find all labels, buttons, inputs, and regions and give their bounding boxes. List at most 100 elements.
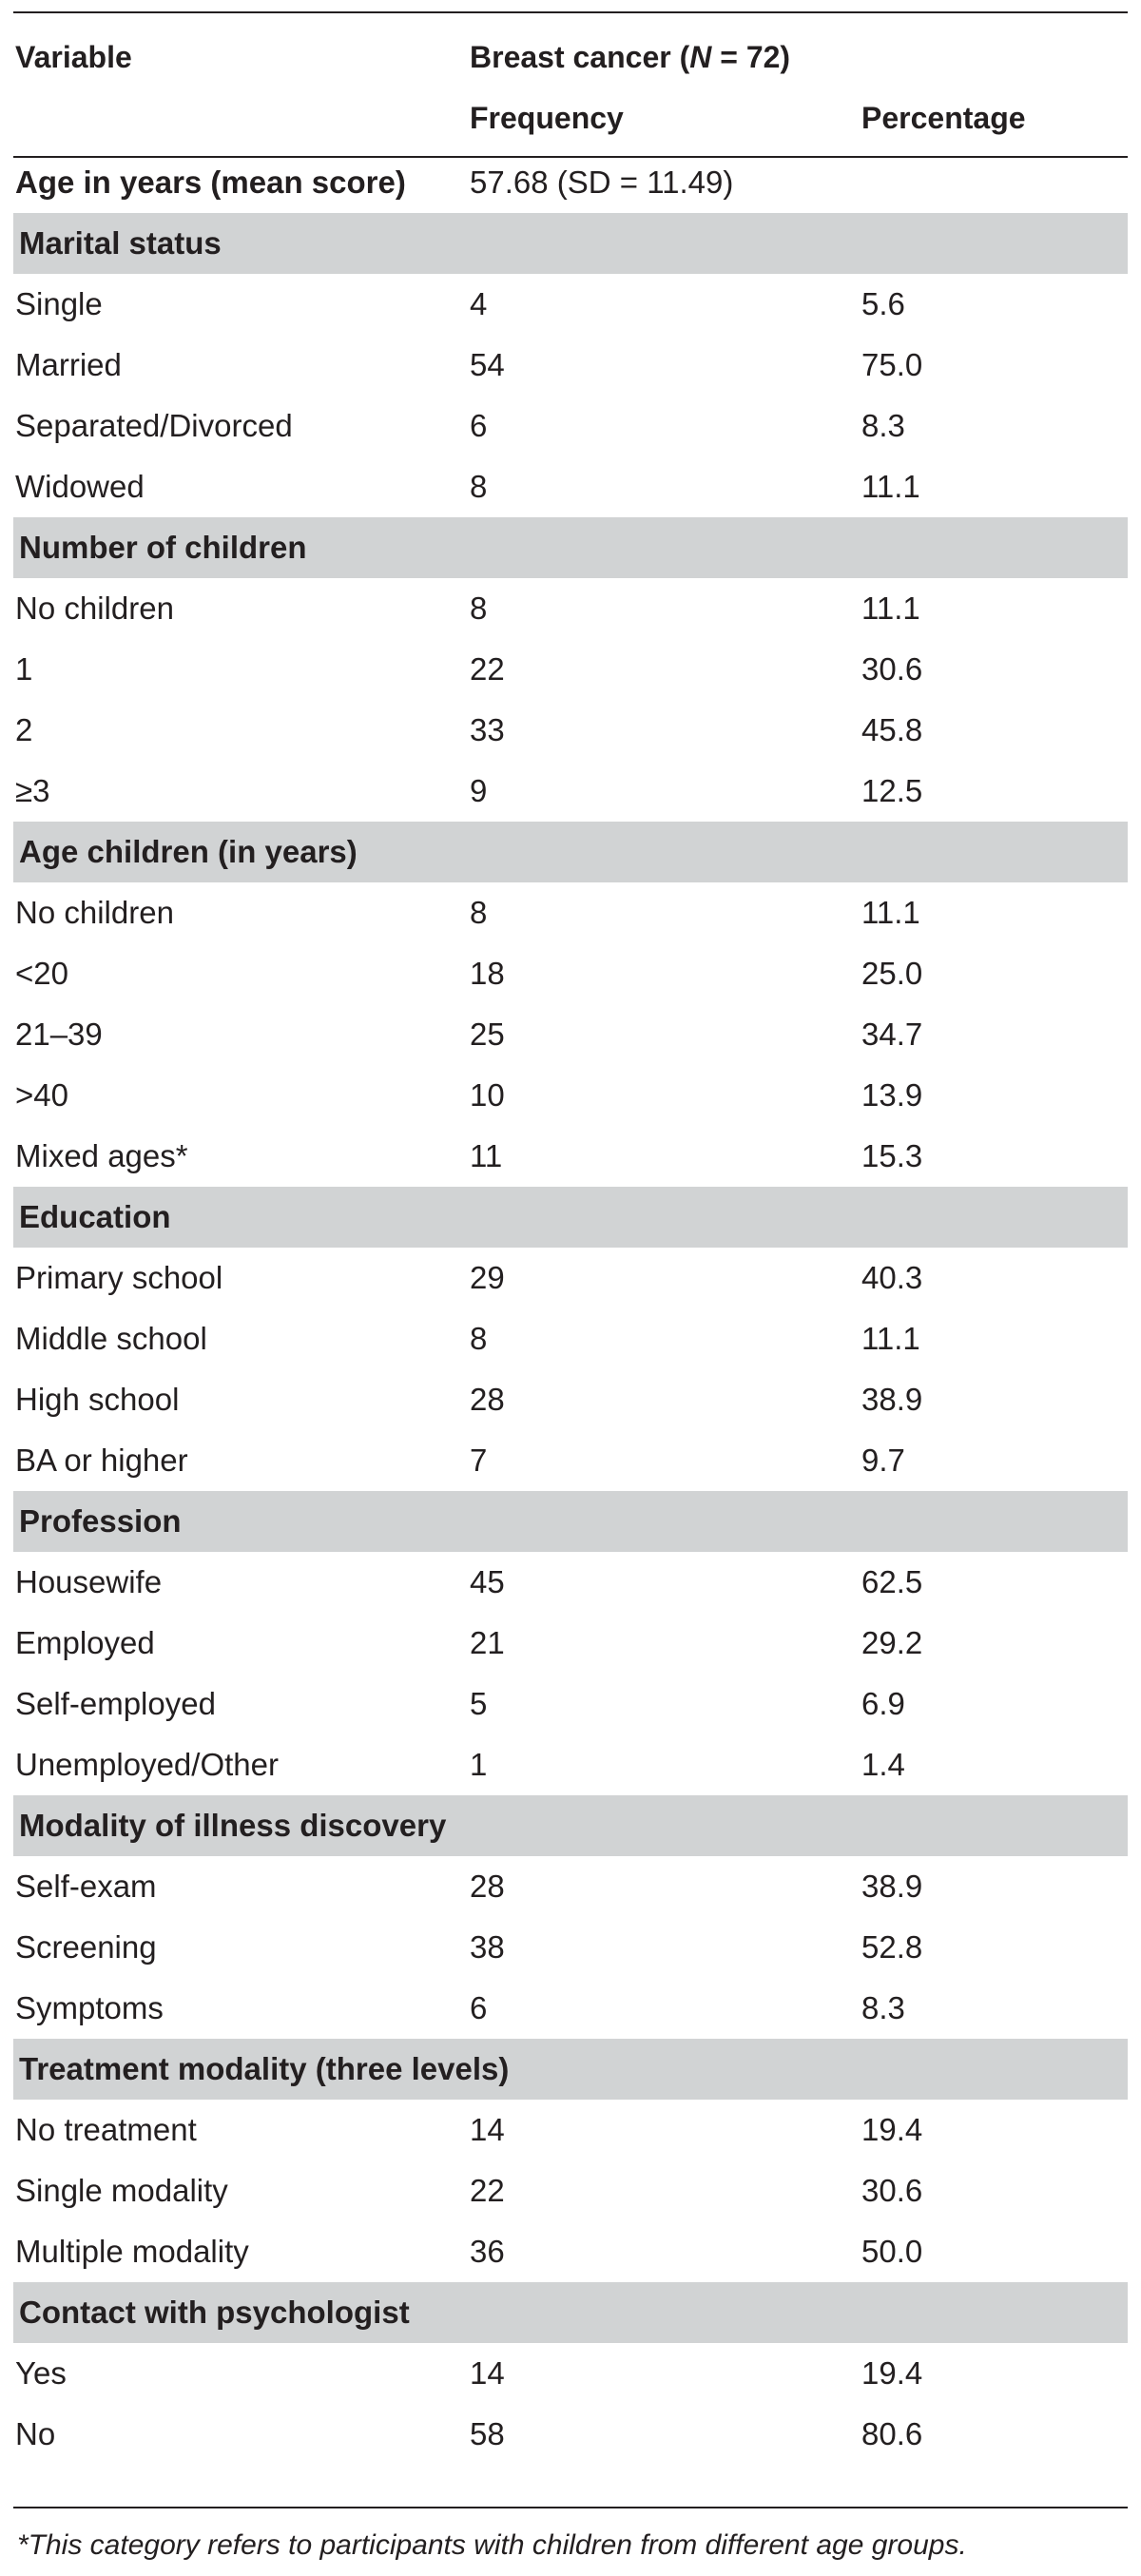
row-percentage: 19.4 <box>861 2112 923 2147</box>
section-header-row: Treatment modality (three levels) <box>13 2039 1128 2100</box>
section-header-row: Contact with psychologist <box>13 2282 1128 2343</box>
row-percentage: 11.1 <box>861 1321 920 1356</box>
row-percentage: 34.7 <box>861 1017 923 1052</box>
row-percentage: 50.0 <box>861 2234 923 2269</box>
table-row: Widowed 8 11.1 <box>13 456 1128 517</box>
section-header-row: Number of children <box>13 517 1128 578</box>
row-label: Middle school <box>15 1321 207 1356</box>
section-title: Age children (in years) <box>19 834 358 869</box>
row-percentage: 19.4 <box>861 2355 923 2391</box>
table-row: Employed 21 29.2 <box>13 1613 1128 1674</box>
table-row: 21–39 25 34.7 <box>13 1004 1128 1065</box>
row-label: Multiple modality <box>15 2234 249 2269</box>
row-label: Housewife <box>15 1564 163 1599</box>
row-percentage: 30.6 <box>861 2173 923 2208</box>
header-percentage: Percentage <box>861 101 1026 135</box>
row-label: 21–39 <box>15 1017 103 1052</box>
row-label: <20 <box>15 956 68 991</box>
row-label: >40 <box>15 1077 68 1113</box>
table-row: Single 4 5.6 <box>13 274 1128 335</box>
row-label: 1 <box>15 651 33 687</box>
row-frequency: 25 <box>470 1017 505 1052</box>
row-frequency: 9 <box>470 773 488 808</box>
row-frequency: 6 <box>470 408 488 443</box>
row-percentage: 1.4 <box>861 1747 905 1782</box>
table-row-age: Age in years (mean score) 57.68 (SD = 11.… <box>13 152 1128 213</box>
row-label: High school <box>15 1382 180 1417</box>
row-percentage: 5.6 <box>861 286 905 321</box>
row-percentage: 45.8 <box>861 712 923 747</box>
row-label: Separated/Divorced <box>15 408 293 443</box>
row-frequency: 4 <box>470 286 488 321</box>
table-row: No treatment 14 19.4 <box>13 2100 1128 2160</box>
row-percentage: 8.3 <box>861 408 905 443</box>
row-label: No children <box>15 591 174 626</box>
table-top-rule <box>13 11 1128 13</box>
row-label: Primary school <box>15 1260 223 1295</box>
row-percentage: 38.9 <box>861 1869 923 1904</box>
table-row: No children 8 11.1 <box>13 578 1128 639</box>
row-percentage: 11.1 <box>861 591 920 626</box>
row-label: BA or higher <box>15 1443 188 1478</box>
row-label: Widowed <box>15 469 145 504</box>
row-percentage: 30.6 <box>861 651 923 687</box>
table-row: Multiple modality 36 50.0 <box>13 2221 1128 2282</box>
section-title: Treatment modality (three levels) <box>19 2051 510 2086</box>
row-frequency: 45 <box>470 1564 505 1599</box>
table-row: Separated/Divorced 6 8.3 <box>13 396 1128 456</box>
section-title: Education <box>19 1199 171 1234</box>
row-percentage: 9.7 <box>861 1443 905 1478</box>
row-frequency: 21 <box>470 1625 505 1660</box>
table-row: 2 33 45.8 <box>13 700 1128 761</box>
row-percentage: 80.6 <box>861 2416 923 2451</box>
row-frequency: 14 <box>470 2355 505 2391</box>
section-title: Marital status <box>19 225 222 261</box>
table-row: Mixed ages* 11 15.3 <box>13 1126 1128 1187</box>
table-row: Unemployed/Other 1 1.4 <box>13 1734 1128 1795</box>
row-frequency: 18 <box>470 956 505 991</box>
table-row: High school 28 38.9 <box>13 1369 1128 1430</box>
row-frequency: 22 <box>470 651 505 687</box>
row-frequency: 14 <box>470 2112 505 2147</box>
section-title: Number of children <box>19 530 307 565</box>
row-label: Mixed ages* <box>15 1138 188 1173</box>
row-frequency: 8 <box>470 469 488 504</box>
row-label: Married <box>15 347 122 382</box>
row-frequency: 11 <box>470 1138 503 1173</box>
section-header-row: Education <box>13 1187 1128 1248</box>
section-header-row: Modality of illness discovery <box>13 1795 1128 1856</box>
table-bottom-rule <box>13 2507 1128 2508</box>
header-rule <box>13 156 1128 158</box>
row-label: No children <box>15 895 174 930</box>
table-row: >40 10 13.9 <box>13 1065 1128 1126</box>
row-percentage: 62.5 <box>861 1564 923 1599</box>
table-row: No children 8 11.1 <box>13 882 1128 943</box>
row-label: Single <box>15 286 103 321</box>
row-frequency: 7 <box>470 1443 488 1478</box>
row-label: Symptoms <box>15 1990 164 2025</box>
header-variable: Variable <box>15 40 132 74</box>
row-frequency: 33 <box>470 712 505 747</box>
row-label: ≥3 <box>15 773 50 808</box>
row-percentage: 52.8 <box>861 1929 923 1965</box>
table-row: ≥3 9 12.5 <box>13 761 1128 822</box>
row-label: No <box>15 2416 56 2451</box>
row-frequency: 28 <box>470 1869 505 1904</box>
table-row: Middle school 8 11.1 <box>13 1308 1128 1369</box>
row-label: Self-employed <box>15 1686 216 1721</box>
row-label: Single modality <box>15 2173 228 2208</box>
table-row: Self-employed 5 6.9 <box>13 1674 1128 1734</box>
section-header-row: Profession <box>13 1491 1128 1552</box>
row-frequency: 8 <box>470 895 488 930</box>
table-row: BA or higher 7 9.7 <box>13 1430 1128 1491</box>
row-frequency: 6 <box>470 1990 488 2025</box>
row-percentage: 25.0 <box>861 956 923 991</box>
table-row: 1 22 30.6 <box>13 639 1128 700</box>
row-label: No treatment <box>15 2112 197 2147</box>
row-frequency: 10 <box>470 1077 505 1113</box>
row-label: Unemployed/Other <box>15 1747 279 1782</box>
row-percentage: 15.3 <box>861 1138 923 1173</box>
table-row: Single modality 22 30.6 <box>13 2160 1128 2221</box>
row-frequency: 22 <box>470 2173 505 2208</box>
section-header-row: Marital status <box>13 213 1128 274</box>
